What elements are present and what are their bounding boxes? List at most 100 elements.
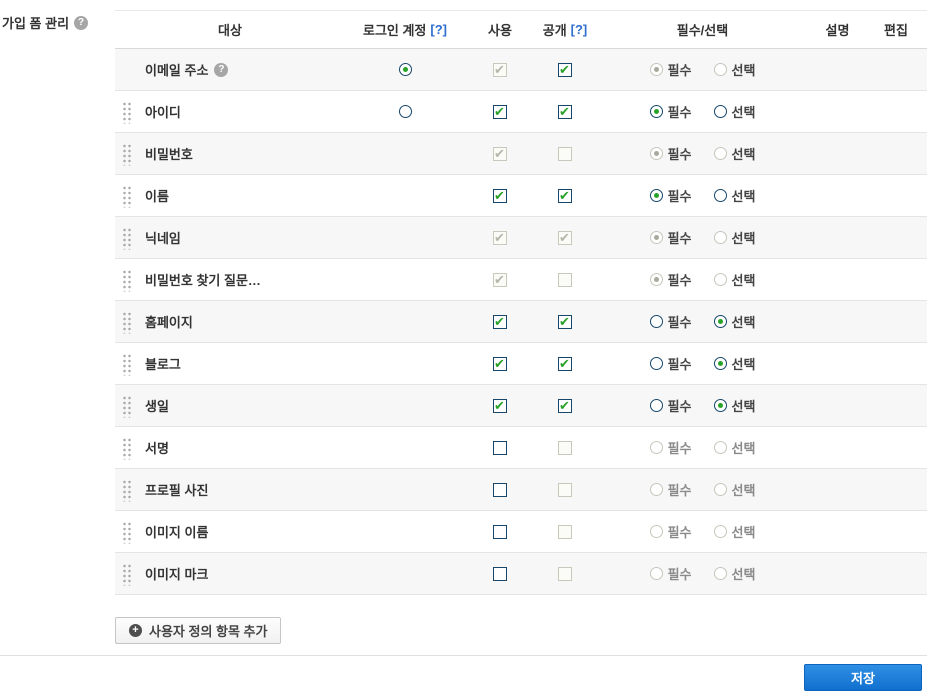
optional-option[interactable]: 선택 [713, 102, 756, 121]
optional-radio[interactable] [713, 357, 727, 370]
public-checkbox [558, 524, 572, 539]
drag-handle-icon[interactable] [121, 520, 131, 543]
optional-option[interactable]: 선택 [713, 396, 755, 415]
public-checkbox[interactable] [558, 104, 572, 120]
public-checkbox [558, 146, 572, 161]
public-checkbox[interactable] [558, 62, 572, 78]
required-radio[interactable] [649, 315, 663, 328]
optional-radio[interactable] [713, 105, 727, 118]
required-option-label: 필수 [667, 441, 692, 456]
drag-handle-icon[interactable] [121, 268, 131, 291]
drag-handle-icon[interactable] [121, 310, 131, 333]
public-checkbox[interactable] [558, 398, 572, 414]
login-account-radio[interactable] [398, 105, 412, 118]
field-help-icon[interactable]: ? [214, 62, 229, 77]
optional-option[interactable]: 선택 [713, 354, 755, 373]
drag-handle-icon[interactable] [121, 562, 131, 585]
use-checkbox[interactable] [493, 482, 507, 497]
public-checkbox[interactable] [558, 356, 572, 372]
required-option[interactable]: 필수 [649, 102, 692, 121]
required-radio [649, 483, 663, 496]
required-option-label: 필수 [667, 105, 692, 120]
use-checkbox[interactable] [493, 566, 507, 581]
optional-option[interactable]: 선택 [713, 312, 755, 331]
public-cell [535, 62, 595, 78]
drag-handle-icon[interactable] [121, 226, 131, 249]
optional-radio [713, 63, 727, 76]
drag-handle-icon[interactable] [121, 436, 131, 459]
drag-handle-icon[interactable] [121, 478, 131, 501]
optional-option-label: 선택 [731, 147, 756, 162]
field-label: 생일 [145, 399, 169, 414]
required-option[interactable]: 필수 [649, 186, 692, 205]
public-cell [535, 146, 595, 161]
field-label: 비밀번호 [145, 147, 193, 162]
required-optional-cell: 필수 선택 [595, 186, 810, 205]
required-option[interactable]: 필수 [649, 396, 692, 415]
field-label: 이름 [145, 189, 169, 204]
required-option-label: 필수 [667, 231, 692, 246]
required-option: 필수 [649, 564, 692, 583]
required-option-label: 필수 [667, 567, 692, 582]
public-help-link[interactable]: [?] [570, 22, 588, 37]
required-option[interactable]: 필수 [649, 312, 692, 331]
required-radio[interactable] [649, 189, 663, 202]
required-optional-cell: 필수 선택 [595, 102, 810, 121]
target-cell: 블로그 [115, 352, 345, 375]
optional-radio [713, 147, 727, 160]
required-radio[interactable] [649, 399, 663, 412]
use-checkbox[interactable] [493, 188, 507, 204]
drag-handle-icon[interactable] [121, 142, 131, 165]
add-custom-field-button[interactable]: + 사용자 정의 항목 추가 [115, 617, 282, 644]
use-checkbox[interactable] [493, 104, 507, 120]
required-radio [649, 231, 663, 244]
optional-option-label: 선택 [731, 441, 756, 456]
drag-handle-icon[interactable] [121, 100, 131, 123]
optional-option: 선택 [713, 480, 756, 499]
use-checkbox[interactable] [493, 440, 507, 455]
header-login-account: 로그인 계정 [?] [362, 22, 448, 38]
use-checkbox[interactable] [493, 398, 507, 414]
public-cell [535, 566, 595, 581]
use-checkbox[interactable] [493, 356, 507, 372]
required-radio [649, 147, 663, 160]
optional-radio[interactable] [713, 399, 727, 412]
header-public: 공개 [?] [542, 22, 588, 38]
required-optional-cell: 필수 선택 [595, 354, 810, 373]
field-label: 이미지 마크 [145, 567, 209, 582]
optional-radio [713, 231, 727, 244]
required-option-label: 필수 [667, 483, 692, 498]
optional-option-label: 선택 [731, 63, 756, 78]
target-cell: 비밀번호 [115, 142, 345, 165]
required-radio[interactable] [649, 105, 663, 118]
use-cell [465, 314, 535, 330]
page-help-icon[interactable]: ? [74, 15, 89, 30]
login-help-link[interactable]: [?] [430, 22, 448, 37]
optional-option[interactable]: 선택 [713, 186, 755, 205]
drag-handle-icon[interactable] [121, 394, 131, 417]
optional-option-label: 선택 [731, 483, 756, 498]
use-checkbox[interactable] [493, 524, 507, 539]
drag-handle-icon[interactable] [121, 352, 131, 375]
public-cell [535, 440, 595, 455]
table-header-row: 대상 로그인 계정 [?] 사용 공개 [?] 필수/선택 설명 편집 [115, 11, 927, 49]
public-checkbox[interactable] [558, 188, 572, 204]
login-account-radio[interactable] [398, 63, 412, 76]
public-cell [535, 230, 595, 246]
table-row: 생일 필수 선택 [115, 385, 927, 427]
public-cell [535, 398, 595, 414]
optional-radio [713, 567, 727, 580]
required-option[interactable]: 필수 [649, 354, 692, 373]
use-cell [465, 356, 535, 372]
use-checkbox[interactable] [493, 314, 507, 330]
use-cell [465, 440, 535, 455]
optional-radio[interactable] [713, 189, 727, 202]
public-cell [535, 104, 595, 120]
table-row: 서명 필수 선택 [115, 427, 927, 469]
public-checkbox[interactable] [558, 314, 572, 330]
optional-radio[interactable] [713, 315, 727, 328]
drag-handle-icon[interactable] [121, 184, 131, 207]
optional-option-label: 선택 [731, 105, 756, 120]
required-radio[interactable] [649, 357, 663, 370]
save-button[interactable]: 저장 [804, 664, 922, 691]
